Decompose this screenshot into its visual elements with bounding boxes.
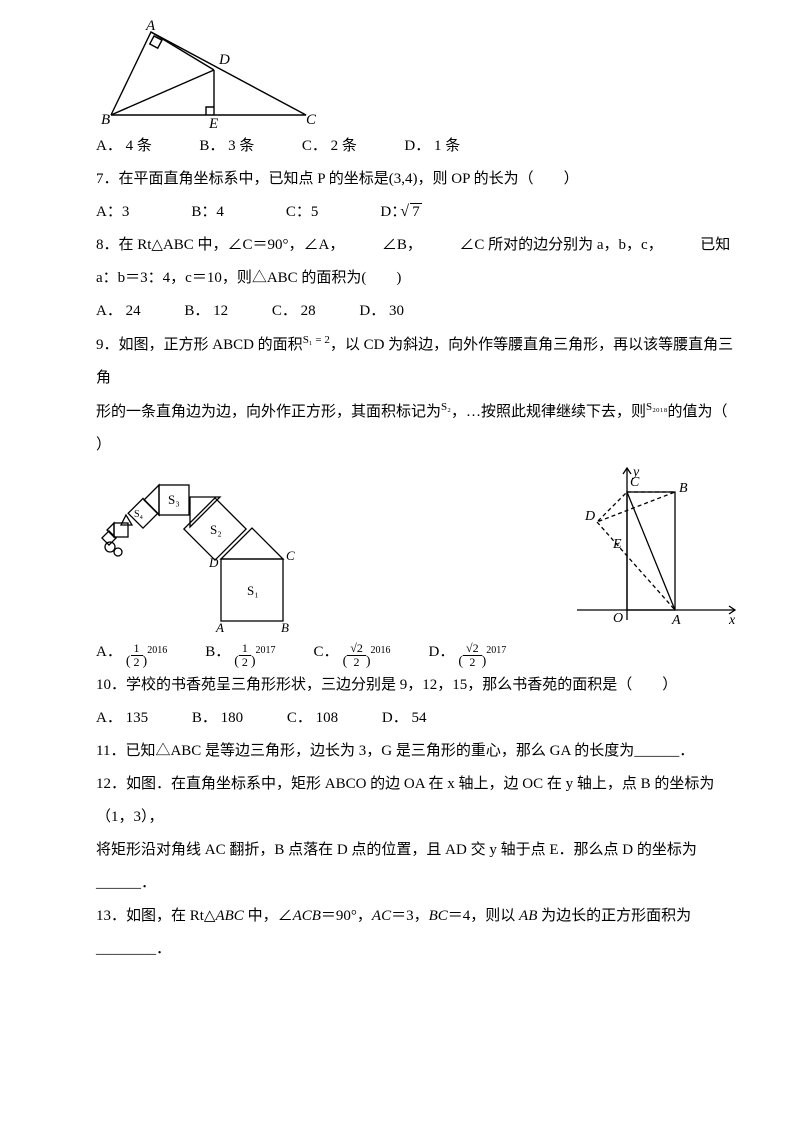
q6-opt-d: D． 1 条 bbox=[404, 130, 460, 163]
q6-opt-a: A． 4 条 bbox=[96, 130, 152, 163]
label-S1: S₁ bbox=[247, 583, 259, 598]
q13-line2: ________． bbox=[96, 933, 742, 966]
q9-l2b: ，…按照此规律继续下去，则 bbox=[451, 404, 646, 420]
q10-opt-b: B． 180 bbox=[192, 702, 243, 735]
q8-line2: a：b＝3：4，c＝10，则△ABC 的面积为( ) bbox=[96, 262, 742, 295]
sqrt-icon: √7 bbox=[410, 196, 422, 229]
q7-opt-b: B：4 bbox=[191, 196, 224, 229]
q9-b-label: B． bbox=[205, 636, 230, 669]
label-B: B bbox=[101, 112, 110, 128]
q13-f: AC bbox=[372, 908, 391, 924]
label-x: x bbox=[728, 613, 736, 628]
q9-a-exp: 2016 bbox=[147, 640, 167, 662]
q8-opt-c: C． 28 bbox=[272, 295, 316, 328]
q8-opt-b: B． 12 bbox=[184, 295, 228, 328]
q9-l1a: 9．如图，正方形 ABCD 的面积 bbox=[96, 337, 303, 353]
q9-d-label: D． bbox=[429, 636, 455, 669]
q9-figures: S₁ S₂ S₃ S₄ A B C D bbox=[96, 462, 742, 632]
q9-opt-c: C． ( √22 ) 2016 bbox=[314, 636, 391, 669]
q7-d-val: 7 bbox=[410, 203, 422, 220]
q11: 11．已知△ABC 是等边三角形，边长为 3，G 是三角形的重心，那么 GA 的… bbox=[96, 735, 742, 768]
q9-a-label: A． bbox=[96, 636, 122, 669]
label-S3: S₃ bbox=[168, 492, 180, 507]
q8-opt-a: A． 24 bbox=[96, 295, 141, 328]
q9-opt-b: B． ( 12 ) 2017 bbox=[205, 636, 275, 669]
label-Er: E bbox=[612, 537, 622, 552]
q9-line1: 9．如图，正方形 ABCD 的面积S₁ = 2，以 CD 为斜边，向外作等腰直角… bbox=[96, 328, 742, 395]
label-Dr: D bbox=[584, 509, 595, 524]
q7-opt-c: C：5 bbox=[286, 196, 319, 229]
q8-opt-d: D． 30 bbox=[359, 295, 404, 328]
q10-opt-d: D． 54 bbox=[382, 702, 427, 735]
q13-i: ＝4，则以 bbox=[448, 908, 519, 924]
q12-line2: 将矩形沿对角线 AC 翻折，B 点落在 D 点的位置，且 AD 交 y 轴于点 … bbox=[96, 834, 742, 900]
q9-line2: 形的一条直角边为边，向外作正方形，其面积标记为S₂，…按照此规律继续下去，则S₂… bbox=[96, 395, 742, 429]
label-O: O bbox=[613, 611, 623, 626]
q9-s2: S₂ bbox=[441, 401, 451, 413]
q7-options: A：3 B：4 C：5 D： √7 bbox=[96, 196, 742, 229]
q10-stem: 10．学校的书香苑呈三角形形状，三边分别是 9，12，15，那么书香苑的面积是（… bbox=[96, 669, 742, 702]
q10-opt-a: A． 135 bbox=[96, 702, 148, 735]
q8-options: A． 24 B． 12 C． 28 D． 30 bbox=[96, 295, 742, 328]
q9-c-num: √2 bbox=[347, 642, 366, 656]
q9-b-den: 2 bbox=[239, 656, 251, 669]
q13-d: ACB bbox=[293, 908, 321, 924]
q9-c-den: 2 bbox=[351, 656, 363, 669]
q9-s1eq: S₁ = 2 bbox=[303, 334, 330, 346]
q13-b: ABC bbox=[215, 908, 243, 924]
q9-l2a: 形的一条直角边为边，向外作正方形，其面积标记为 bbox=[96, 404, 441, 420]
q6-figure: A B C D E bbox=[96, 20, 742, 130]
label-S4: S₄ bbox=[134, 509, 144, 520]
q9-c-exp: 2016 bbox=[371, 640, 391, 662]
label-A2: A bbox=[215, 620, 224, 632]
label-C2: C bbox=[286, 548, 295, 563]
q7-stem: 7．在平面直角坐标系中，已知点 P 的坐标是(3,4)，则 OP 的长为（ ） bbox=[96, 163, 742, 196]
q9-a-num: 1 bbox=[131, 642, 143, 656]
q8-line1: 8．在 Rt△ABC 中，∠C＝90°，∠A， ∠B， ∠C 所对的边分别为 a… bbox=[96, 229, 742, 262]
q9-d-den: 2 bbox=[466, 656, 478, 669]
q13-line1: 13．如图，在 Rt△ABC 中，∠ACB＝90°，AC＝3，BC＝4，则以 A… bbox=[96, 900, 742, 933]
q9-l2c: 的值为（ bbox=[667, 404, 727, 420]
q12-line1: 12．如图．在直角坐标系中，矩形 ABCO 的边 OA 在 x 轴上，边 OC … bbox=[96, 768, 742, 834]
label-B2: B bbox=[281, 620, 289, 632]
label-C: C bbox=[306, 112, 316, 128]
q6-options: A． 4 条 B． 3 条 C． 2 条 D． 1 条 bbox=[96, 130, 742, 163]
q9-c-label: C． bbox=[314, 636, 339, 669]
q13-a: 13．如图，在 Rt△ bbox=[96, 908, 215, 924]
label-y: y bbox=[631, 465, 640, 480]
q13-c: 中，∠ bbox=[244, 908, 293, 924]
q9-s2018: S₂₀₁₈ bbox=[646, 401, 667, 413]
q6-opt-b: B． 3 条 bbox=[199, 130, 254, 163]
q10-options: A． 135 B． 180 C． 108 D． 54 bbox=[96, 702, 742, 735]
q9-a-den: 2 bbox=[131, 656, 143, 669]
q9-d-num: √2 bbox=[463, 642, 482, 656]
q13-k: 为边长的正方形面积为 bbox=[537, 908, 691, 924]
q13-g: ＝3， bbox=[391, 908, 429, 924]
label-Ar: A bbox=[671, 613, 681, 628]
q9-b-exp: 2017 bbox=[256, 640, 276, 662]
q9-right-figure: O A B C D E x y bbox=[567, 462, 742, 632]
label-E: E bbox=[208, 116, 218, 130]
q7-opt-a: A：3 bbox=[96, 196, 129, 229]
q6-opt-c: C． 2 条 bbox=[302, 130, 357, 163]
q10-opt-c: C． 108 bbox=[287, 702, 338, 735]
q9-d-exp: 2017 bbox=[486, 640, 506, 662]
label-D: D bbox=[218, 52, 230, 68]
q9-line3: ） bbox=[96, 429, 742, 462]
label-D2: D bbox=[208, 555, 219, 570]
q9-opt-a: A． ( 12 ) 2016 bbox=[96, 636, 167, 669]
q13-h: BC bbox=[429, 908, 448, 924]
label-S2: S₂ bbox=[210, 522, 222, 537]
q9-opt-d: D． ( √22 ) 2017 bbox=[429, 636, 507, 669]
q13-j: AB bbox=[519, 908, 537, 924]
q9-options: A． ( 12 ) 2016 B． ( 12 ) 2017 C． ( √22 )… bbox=[96, 636, 742, 669]
q13-e: ＝90°， bbox=[321, 908, 372, 924]
q9-b-num: 1 bbox=[239, 642, 251, 656]
label-A: A bbox=[145, 20, 156, 34]
q7-opt-d: D： √7 bbox=[380, 196, 421, 229]
label-Br: B bbox=[679, 481, 688, 496]
q9-left-figure: S₁ S₂ S₃ S₄ A B C D bbox=[96, 467, 316, 632]
